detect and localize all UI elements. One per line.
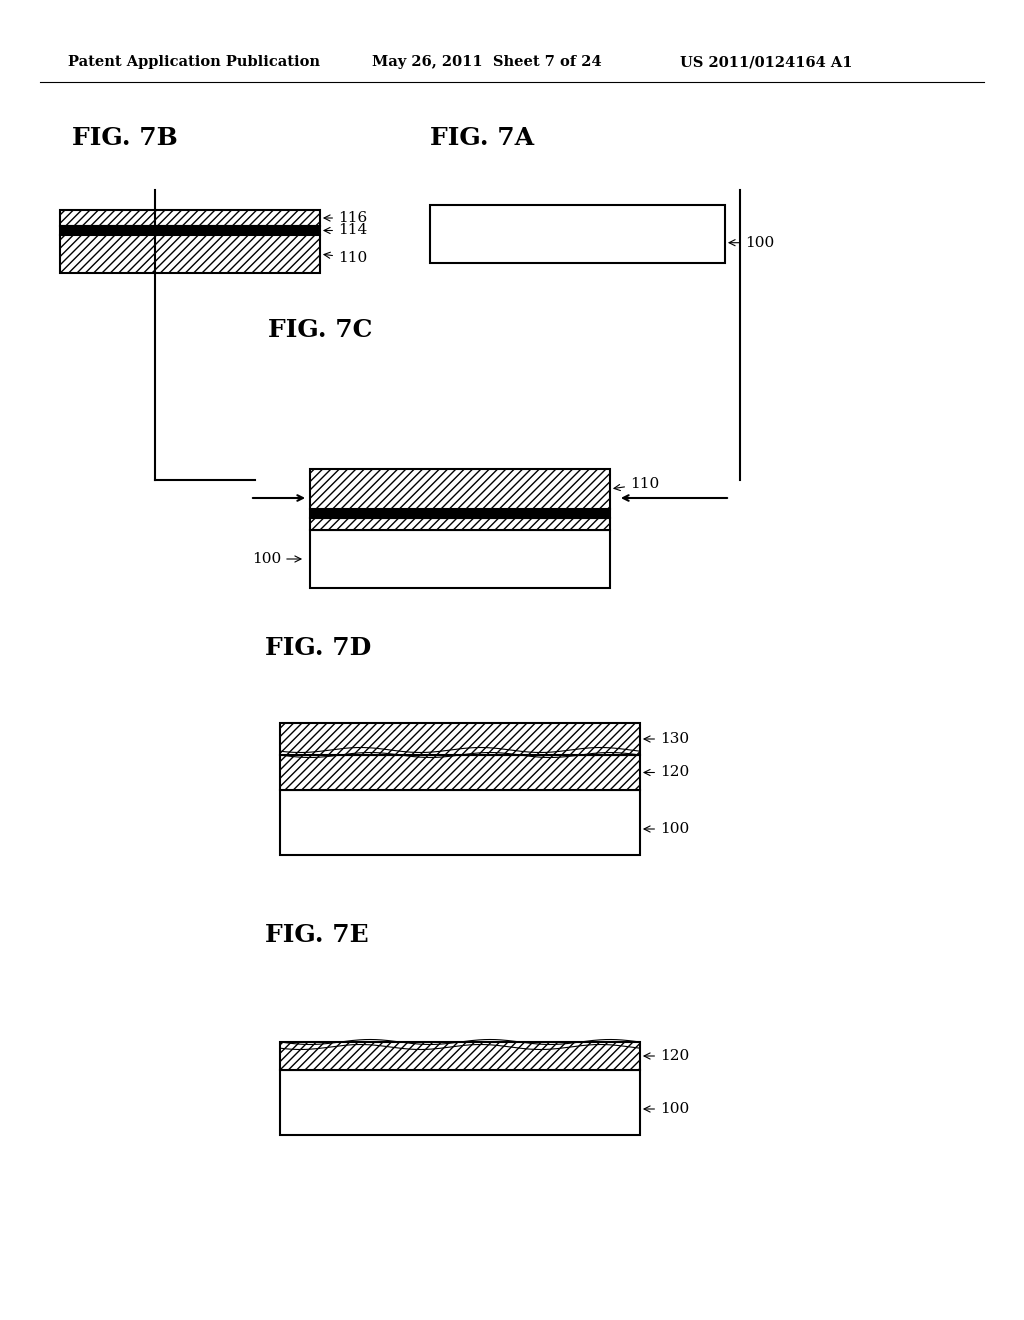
Text: 120: 120 [644, 1049, 689, 1063]
Bar [60, 210, 319, 226]
Text: Patent Application Publication: Patent Application Publication [68, 55, 319, 69]
Bar [280, 1071, 640, 1135]
Text: FIG. 7E: FIG. 7E [265, 923, 369, 946]
Bar [60, 226, 319, 235]
Text: 100: 100 [644, 822, 689, 836]
Text: FIG. 7B: FIG. 7B [72, 125, 178, 150]
Bar [60, 235, 319, 273]
Text: 116: 116 [324, 211, 368, 224]
Bar [280, 755, 640, 789]
Text: 110: 110 [614, 477, 659, 491]
Text: 100: 100 [252, 552, 301, 566]
Text: May 26, 2011  Sheet 7 of 24: May 26, 2011 Sheet 7 of 24 [372, 55, 602, 69]
Text: 110: 110 [324, 251, 368, 265]
Text: 120: 120 [644, 766, 689, 780]
Text: 114: 114 [324, 223, 368, 238]
Text: US 2011/0124164 A1: US 2011/0124164 A1 [680, 55, 853, 69]
Bar [280, 1041, 640, 1071]
Text: FIG. 7A: FIG. 7A [430, 125, 535, 150]
Bar [310, 469, 610, 510]
Text: 100: 100 [644, 1102, 689, 1115]
Bar [280, 723, 640, 755]
Bar [280, 789, 640, 855]
Bar [430, 205, 725, 263]
Text: FIG. 7C: FIG. 7C [268, 318, 373, 342]
Bar [310, 531, 610, 587]
Bar [310, 510, 610, 517]
Bar [310, 517, 610, 531]
Text: FIG. 7D: FIG. 7D [265, 636, 372, 660]
Text: 100: 100 [729, 236, 774, 249]
Text: 130: 130 [644, 733, 689, 746]
